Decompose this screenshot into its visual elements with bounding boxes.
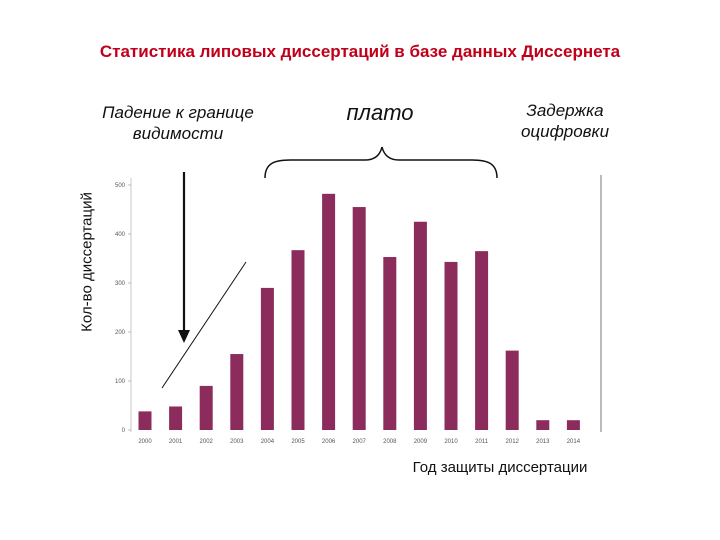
y-tick-label: 300 [115, 281, 126, 287]
x-axis-label: Год защиты диссертации [412, 459, 588, 476]
bar-2013 [536, 420, 550, 430]
bar-2006 [322, 193, 336, 430]
bar-2008 [383, 257, 397, 430]
y-tick-label: 500 [115, 183, 126, 189]
annotation-digitization-delay: Задержка оцифровки [500, 100, 630, 142]
bar-2004 [260, 287, 274, 430]
annotation-visibility-drop: Падение к границе видимости [78, 102, 278, 144]
bar-2011 [475, 251, 489, 430]
chart-decorations [130, 146, 602, 432]
bar-2007 [352, 207, 366, 430]
annotation-plateau: плато [346, 100, 414, 125]
x-tick-label: 2014 [567, 439, 581, 445]
x-tick-label: 2003 [230, 439, 244, 445]
y-tick-label: 100 [115, 379, 126, 385]
x-tick-label: 2005 [291, 439, 305, 445]
bar-2010 [444, 261, 458, 430]
x-tick-label: 2004 [261, 439, 275, 445]
bar-2001 [169, 406, 183, 430]
annotation-left-line2: видимости [132, 124, 224, 143]
bar-2009 [413, 221, 427, 430]
x-tick-label: 2012 [506, 439, 520, 445]
bar-2000 [138, 411, 152, 430]
y-tick-label: 200 [115, 330, 126, 336]
visibility-arrow-head [178, 330, 190, 343]
x-tick-label: 2002 [200, 439, 214, 445]
bar-2012 [505, 350, 519, 430]
bar-2014 [566, 420, 580, 430]
slide-title: Статистика липовых диссертаций в базе да… [99, 42, 621, 61]
annotation-right-line1: Задержка [526, 101, 604, 120]
annotation-left-line1: Падение к границе [102, 103, 254, 122]
x-tick-label: 2001 [169, 439, 183, 445]
y-tick-label: 0 [122, 428, 126, 434]
x-tick-label: 2008 [383, 439, 397, 445]
x-tick-label: 2013 [536, 439, 550, 445]
x-tick-label: 2006 [322, 439, 336, 445]
x-tick-label: 2011 [475, 439, 489, 445]
plateau-brace [264, 146, 498, 179]
x-tick-label: 2010 [444, 439, 458, 445]
x-tick-label: 2009 [414, 439, 428, 445]
bar-2003 [230, 354, 244, 430]
y-tick-label: 400 [115, 232, 126, 238]
x-tick-label: 2007 [353, 439, 367, 445]
annotation-right-line2: оцифровки [520, 122, 610, 141]
bar-2005 [291, 250, 305, 430]
x-tick-label: 2000 [138, 439, 152, 445]
bar-2002 [199, 385, 213, 430]
growth-trend-line [161, 261, 247, 389]
